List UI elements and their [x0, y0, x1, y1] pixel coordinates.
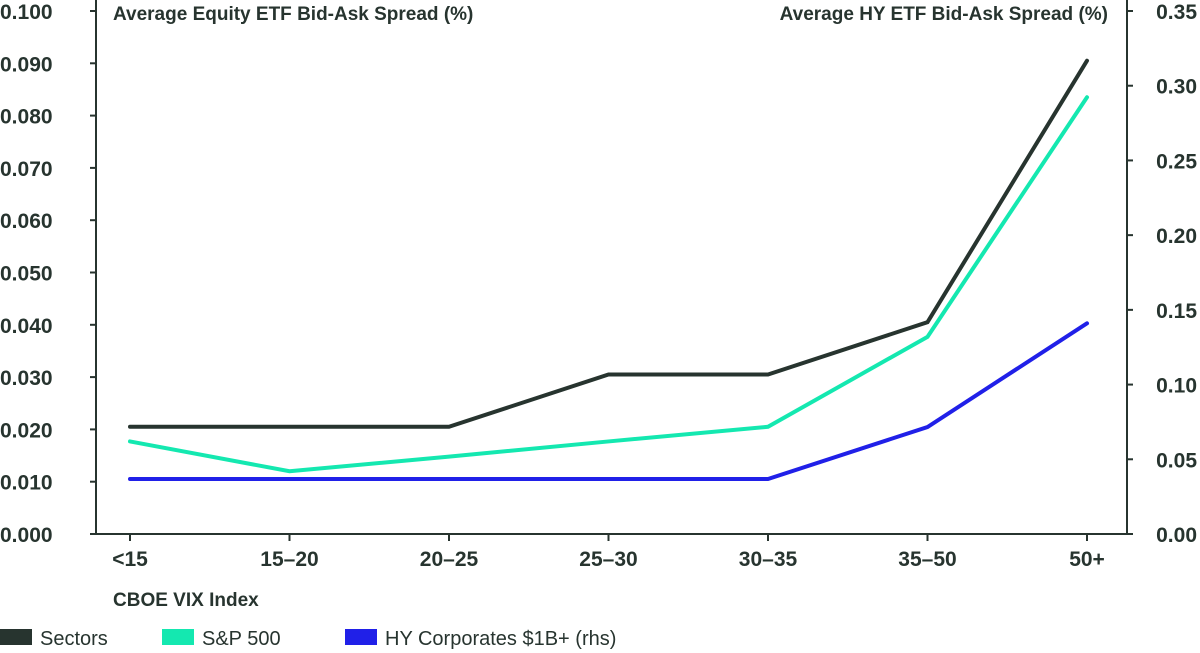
x-tick-label: 15–20 [260, 548, 318, 571]
left-tick-label: 0.020 [0, 419, 53, 442]
left-tick-label: 0.040 [0, 315, 53, 338]
right-tick-label: 0.35 [1156, 1, 1197, 24]
left-tick-label: 0.090 [0, 53, 53, 76]
right-tick-label: 0.15 [1156, 300, 1197, 323]
left-tick-label: 0.100 [0, 1, 53, 24]
right-tick-label: 0.00 [1156, 524, 1197, 547]
left-tick-label: 0.050 [0, 263, 53, 286]
left-tick-label: 0.000 [0, 524, 53, 547]
series-line-hy-corporates-1b-rhs- [128, 321, 1089, 482]
legend-swatch [0, 629, 32, 645]
right-tick-label: 0.10 [1156, 375, 1197, 398]
x-tick-label: 30–35 [739, 548, 798, 571]
legend-label: Sectors [40, 628, 108, 650]
legend-swatch [162, 629, 194, 645]
legend-label: S&P 500 [202, 628, 281, 650]
right-tick-label: 0.20 [1156, 225, 1197, 248]
left-axis-title: Average Equity ETF Bid-Ask Spread (%) [113, 4, 473, 25]
x-tick-label: 20–25 [420, 548, 479, 571]
series-line-sectors [128, 58, 1089, 429]
legend-swatch [345, 629, 377, 645]
right-tick-label: 0.05 [1156, 449, 1197, 472]
legend-label: HY Corporates $1B+ (rhs) [385, 628, 616, 650]
right-tick-label: 0.30 [1156, 76, 1197, 99]
left-tick-label: 0.070 [0, 158, 53, 181]
x-axis-title: CBOE VIX Index [113, 590, 259, 611]
x-tick-label: 25–30 [579, 548, 637, 571]
x-tick-label: 50+ [1069, 548, 1105, 571]
right-tick-label: 0.25 [1156, 150, 1197, 173]
series-line-s-p-500 [128, 95, 1089, 474]
x-tick-label: <15 [112, 548, 148, 571]
left-tick-label: 0.060 [0, 210, 53, 233]
x-tick-label: 35–50 [898, 548, 956, 571]
right-axis-title: Average HY ETF Bid-Ask Spread (%) [780, 4, 1108, 25]
left-tick-label: 0.010 [0, 472, 53, 495]
left-tick-label: 0.030 [0, 367, 53, 390]
left-tick-label: 0.080 [0, 106, 53, 129]
